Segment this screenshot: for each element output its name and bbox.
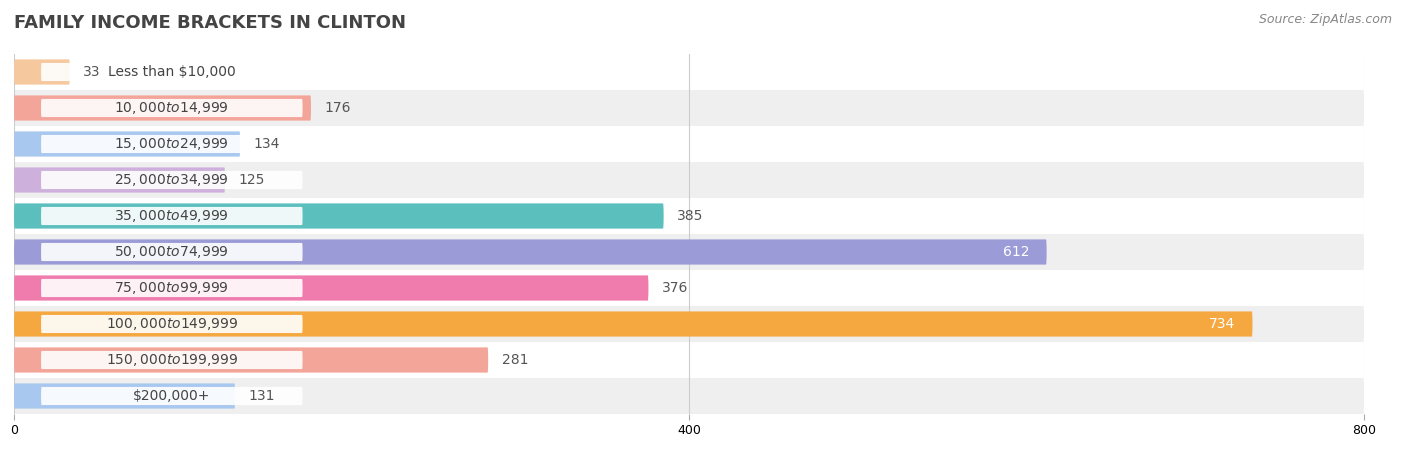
FancyBboxPatch shape	[14, 54, 1364, 90]
Text: $100,000 to $149,999: $100,000 to $149,999	[105, 316, 238, 332]
Text: $150,000 to $199,999: $150,000 to $199,999	[105, 352, 238, 368]
Text: 612: 612	[1004, 245, 1029, 259]
Text: 734: 734	[1209, 317, 1236, 331]
FancyBboxPatch shape	[41, 351, 302, 369]
FancyBboxPatch shape	[41, 207, 302, 225]
FancyBboxPatch shape	[14, 239, 1046, 265]
FancyBboxPatch shape	[14, 342, 1364, 378]
FancyBboxPatch shape	[41, 243, 302, 261]
Text: $35,000 to $49,999: $35,000 to $49,999	[114, 208, 229, 224]
FancyBboxPatch shape	[14, 131, 240, 157]
Text: $75,000 to $99,999: $75,000 to $99,999	[114, 280, 229, 296]
FancyBboxPatch shape	[41, 279, 302, 297]
Text: $15,000 to $24,999: $15,000 to $24,999	[114, 136, 229, 152]
Text: $200,000+: $200,000+	[134, 389, 211, 403]
Text: $25,000 to $34,999: $25,000 to $34,999	[114, 172, 229, 188]
Text: 131: 131	[249, 389, 276, 403]
Text: FAMILY INCOME BRACKETS IN CLINTON: FAMILY INCOME BRACKETS IN CLINTON	[14, 14, 406, 32]
Text: 176: 176	[325, 101, 352, 115]
FancyBboxPatch shape	[14, 126, 1364, 162]
Text: $50,000 to $74,999: $50,000 to $74,999	[114, 244, 229, 260]
FancyBboxPatch shape	[14, 167, 225, 193]
FancyBboxPatch shape	[41, 63, 302, 81]
Text: 281: 281	[502, 353, 529, 367]
FancyBboxPatch shape	[41, 99, 302, 117]
Text: 134: 134	[253, 137, 280, 151]
FancyBboxPatch shape	[14, 95, 311, 121]
Text: 376: 376	[662, 281, 689, 295]
FancyBboxPatch shape	[14, 378, 1364, 414]
Text: 385: 385	[678, 209, 703, 223]
FancyBboxPatch shape	[14, 383, 235, 409]
FancyBboxPatch shape	[14, 275, 648, 301]
FancyBboxPatch shape	[41, 387, 302, 405]
FancyBboxPatch shape	[14, 234, 1364, 270]
FancyBboxPatch shape	[41, 171, 302, 189]
Text: 33: 33	[83, 65, 101, 79]
FancyBboxPatch shape	[14, 59, 70, 85]
Text: 125: 125	[239, 173, 264, 187]
Text: Source: ZipAtlas.com: Source: ZipAtlas.com	[1258, 14, 1392, 27]
FancyBboxPatch shape	[14, 90, 1364, 126]
Text: Less than $10,000: Less than $10,000	[108, 65, 236, 79]
FancyBboxPatch shape	[14, 306, 1364, 342]
FancyBboxPatch shape	[14, 270, 1364, 306]
FancyBboxPatch shape	[14, 198, 1364, 234]
FancyBboxPatch shape	[41, 135, 302, 153]
FancyBboxPatch shape	[14, 347, 488, 373]
FancyBboxPatch shape	[14, 162, 1364, 198]
FancyBboxPatch shape	[41, 315, 302, 333]
FancyBboxPatch shape	[14, 311, 1253, 337]
FancyBboxPatch shape	[14, 203, 664, 229]
Text: $10,000 to $14,999: $10,000 to $14,999	[114, 100, 229, 116]
